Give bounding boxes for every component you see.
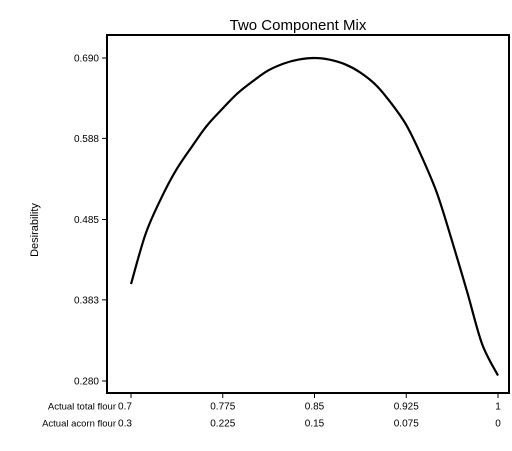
desirability-curve [129, 56, 499, 376]
y-axis: 0.280 0.383 0.485 0.588 0.690 [74, 54, 107, 388]
y-tick-label: 0.588 [74, 134, 99, 145]
x-tick-label: 0.15 [305, 419, 325, 430]
x-tick-label: 0.225 [210, 419, 235, 430]
chart-title: Two Component Mix [230, 17, 367, 34]
y-axis-title: Desirability [29, 203, 41, 257]
y-tick-label: 0.485 [74, 215, 99, 226]
plot-frame [106, 34, 510, 394]
x-tick-label: 0 [495, 419, 501, 430]
y-tick-label: 0.690 [74, 54, 99, 65]
x-axis-row-label: Actual total flour [48, 402, 116, 413]
x-tick-label: 0.3 [118, 419, 132, 430]
y-tick-label: 0.280 [74, 377, 99, 388]
x-tick-label: 0.7 [118, 402, 132, 413]
x-axis-row-label: Actual acorn flour [42, 419, 116, 430]
y-tick-label: 0.383 [74, 295, 99, 306]
x-tick-label: 0.075 [394, 419, 419, 430]
x-tick-label: 0.85 [305, 402, 325, 413]
x-axis: Actual total flour 0.7 0.775 0.85 0.925 1 Actu… [42, 393, 501, 430]
x-tick-label: 0.925 [394, 402, 419, 413]
x-tick-label: 1 [495, 402, 501, 413]
x-tick-label: 0.775 [210, 402, 235, 413]
